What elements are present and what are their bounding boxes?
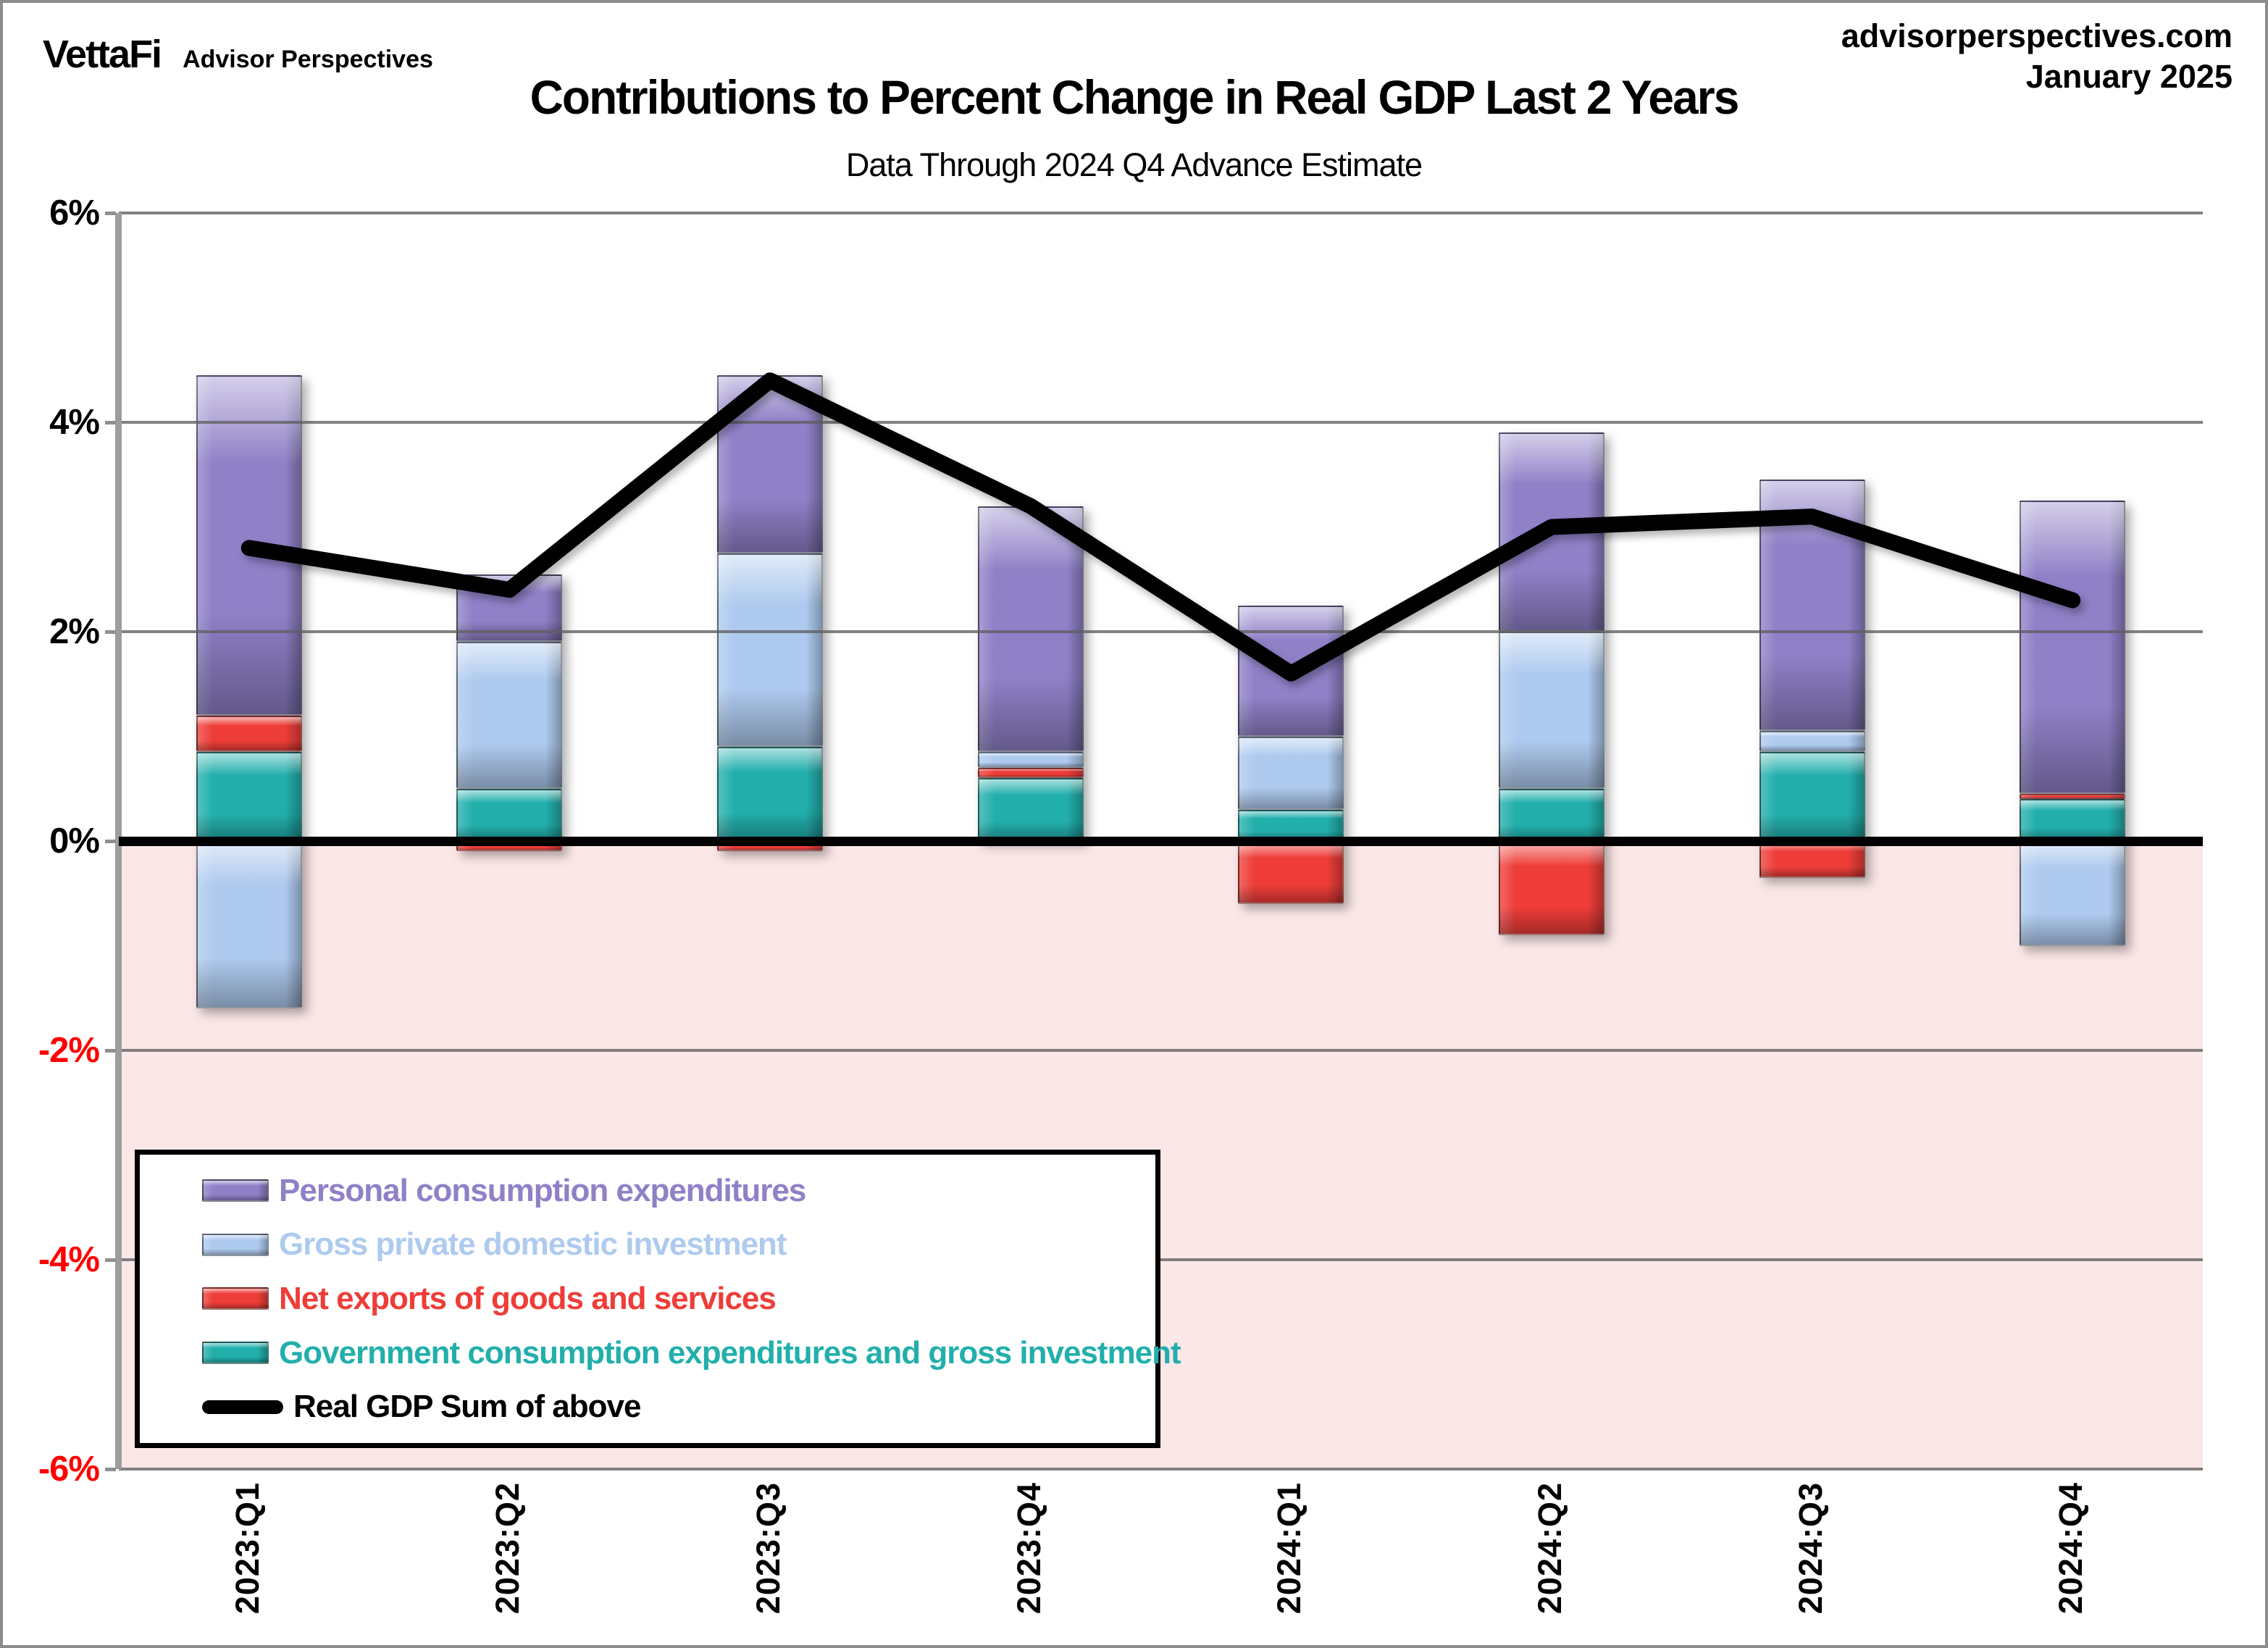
- x-axis-label-2024-q3: 2024:Q3: [1791, 1482, 1829, 1615]
- bar-segment-government-consumption-expenditures-and-gross-investment-2023-q2: [456, 788, 563, 841]
- legend-label-real-gdp-sum-of-above: Real GDP Sum of above: [293, 1389, 641, 1425]
- legend-label-personal-consumption-expenditures: Personal consumption expenditures: [279, 1172, 806, 1208]
- gridline-2%: [119, 630, 2203, 633]
- x-axis-label-2023-q4: 2023:Q4: [1010, 1482, 1047, 1615]
- legend-item-personal-consumption-expenditures: Personal consumption expenditures: [202, 1173, 1155, 1209]
- bar-segment-government-consumption-expenditures-and-gross-investment-2024-q1: [1238, 809, 1344, 841]
- y-axis-label-6%: 6%: [49, 193, 100, 233]
- y-axis-line: [115, 213, 122, 1469]
- bar-segment-gross-private-domestic-investment-2023-q4: [977, 752, 1084, 768]
- bar-segment-government-consumption-expenditures-and-gross-investment-2023-q1: [196, 752, 302, 841]
- bar-segment-government-consumption-expenditures-and-gross-investment-2024-q2: [1498, 788, 1604, 841]
- legend-item-gross-private-domestic-investment: Gross private domestic investment: [202, 1226, 1155, 1263]
- legend: Personal consumption expenditures Gross p…: [135, 1150, 1181, 1448]
- legend-swatch-government-consumption-expenditures-and-gross-investment: [202, 1342, 269, 1365]
- x-axis-label-2024-q1: 2024:Q1: [1271, 1482, 1308, 1615]
- source-site: advisorperspectives.com: [1841, 17, 2233, 54]
- bar-segment-government-consumption-expenditures-and-gross-investment-2023-q3: [717, 746, 824, 841]
- y-axis-label-0%: 0%: [49, 821, 100, 861]
- bar-segment-personal-consumption-expenditures-2023-q4: [977, 506, 1084, 753]
- gridline--4%: [119, 1258, 2203, 1261]
- x-axis-label-2024-q2: 2024:Q2: [1531, 1482, 1568, 1615]
- y-axis-tick--6%: [105, 1468, 116, 1471]
- bar-segment-government-consumption-expenditures-and-gross-investment-2023-q4: [977, 778, 1084, 841]
- real-gdp-line-path: [240, 372, 2081, 682]
- bar-segment-gross-private-domestic-investment-2024-q3: [1759, 731, 1865, 753]
- gridline-4%: [119, 421, 2203, 424]
- bar-stack-2024-q1: [1238, 213, 1344, 1469]
- brand: VettaFi Advisor Perspectives: [43, 32, 433, 77]
- chart-subtitle: Data Through 2024 Q4 Advance Estimate: [845, 146, 1423, 183]
- vettafi-logo: VettaFi: [43, 33, 162, 76]
- advisor-perspectives-label: Advisor Perspectives: [183, 46, 433, 73]
- legend-label-gross-private-domestic-investment: Gross private domestic investment: [279, 1226, 787, 1263]
- y-axis-label-4%: 4%: [49, 403, 100, 442]
- x-axis-label-2024-q4: 2024:Q4: [2052, 1482, 2090, 1615]
- y-axis-tick-0%: [105, 840, 116, 843]
- bar-segment-government-consumption-expenditures-and-gross-investment-2024-q3: [1759, 752, 1865, 841]
- y-axis-label--2%: -2%: [38, 1031, 100, 1070]
- y-axis-tick-6%: [105, 212, 116, 215]
- bar-segment-government-consumption-expenditures-and-gross-investment-2024-q4: [2020, 799, 2126, 841]
- legend-label-net-exports-of-goods-and-services: Net exports of goods and services: [279, 1280, 777, 1316]
- y-axis-label--6%: -6%: [38, 1450, 100, 1489]
- bar-segment-net-exports-of-goods-and-services-2023-q1: [196, 715, 302, 753]
- legend-item-real-gdp-sum-of-above: Real GDP Sum of above: [202, 1389, 1155, 1425]
- x-axis-label-2023-q3: 2023:Q3: [750, 1482, 787, 1615]
- bar-segment-net-exports-of-goods-and-services-2024-q4: [2020, 793, 2126, 800]
- bar-segment-net-exports-of-goods-and-services-2024-q3: [1759, 841, 1865, 878]
- bar-segment-gross-private-domestic-investment-2023-q3: [717, 553, 824, 747]
- bar-segment-personal-consumption-expenditures-2024-q4: [2020, 501, 2126, 794]
- legend-item-government-consumption-expenditures-and-gross-investment: Government consumption expenditures and …: [202, 1335, 1181, 1371]
- source-date: January 2025: [2025, 58, 2233, 96]
- y-axis-tick--2%: [105, 1049, 116, 1053]
- source-attribution: advisorperspectives.com January 2025: [1841, 16, 2233, 98]
- bar-segment-net-exports-of-goods-and-services-2024-q2: [1498, 841, 1604, 936]
- legend-item-net-exports-of-goods-and-services: Net exports of goods and services: [202, 1281, 1155, 1317]
- legend-label-government-consumption-expenditures-and-gross-investment: Government consumption expenditures and …: [279, 1334, 1181, 1371]
- chart-title: Contributions to Percent Change in Real …: [530, 70, 1740, 124]
- bar-segment-gross-private-domestic-investment-2024-q1: [1238, 736, 1344, 810]
- y-axis-label--4%: -4%: [38, 1240, 100, 1279]
- x-axis-label-2023-q1: 2023:Q1: [228, 1482, 266, 1615]
- gridline--6%: [119, 1468, 2203, 1471]
- bar-segment-gross-private-domestic-investment-2024-q2: [1498, 632, 1604, 789]
- bar-stack-2023-q4: [977, 213, 1084, 1469]
- bar-segment-gross-private-domestic-investment-2023-q1: [196, 841, 302, 1009]
- bar-stack-2023-q3: [717, 213, 824, 1469]
- bar-stack-2024-q4: [2020, 213, 2126, 1469]
- y-axis-tick-4%: [105, 421, 116, 424]
- gridline--2%: [119, 1049, 2203, 1052]
- bar-segment-personal-consumption-expenditures-2023-q3: [717, 375, 824, 553]
- real-gdp-line: [240, 372, 2081, 682]
- gridline-6%: [119, 212, 2203, 214]
- bar-segment-gross-private-domestic-investment-2023-q2: [456, 642, 563, 789]
- legend-swatch-gross-private-domestic-investment: [202, 1233, 269, 1256]
- x-axis-label-2023-q2: 2023:Q2: [489, 1482, 527, 1615]
- bar-segment-net-exports-of-goods-and-services-2023-q4: [977, 767, 1084, 779]
- bar-segment-net-exports-of-goods-and-services-2024-q1: [1238, 841, 1344, 904]
- bar-segment-gross-private-domestic-investment-2024-q4: [2020, 841, 2126, 946]
- y-axis-tick-2%: [105, 630, 116, 634]
- legend-swatch-net-exports-of-goods-and-services: [202, 1287, 269, 1310]
- zero-axis-line: [119, 837, 2203, 846]
- legend-swatch-personal-consumption-expenditures: [202, 1179, 269, 1202]
- y-axis-tick--4%: [105, 1258, 116, 1262]
- legend-swatch-real-gdp-sum-of-above: [202, 1400, 283, 1414]
- y-axis-label-2%: 2%: [49, 612, 100, 651]
